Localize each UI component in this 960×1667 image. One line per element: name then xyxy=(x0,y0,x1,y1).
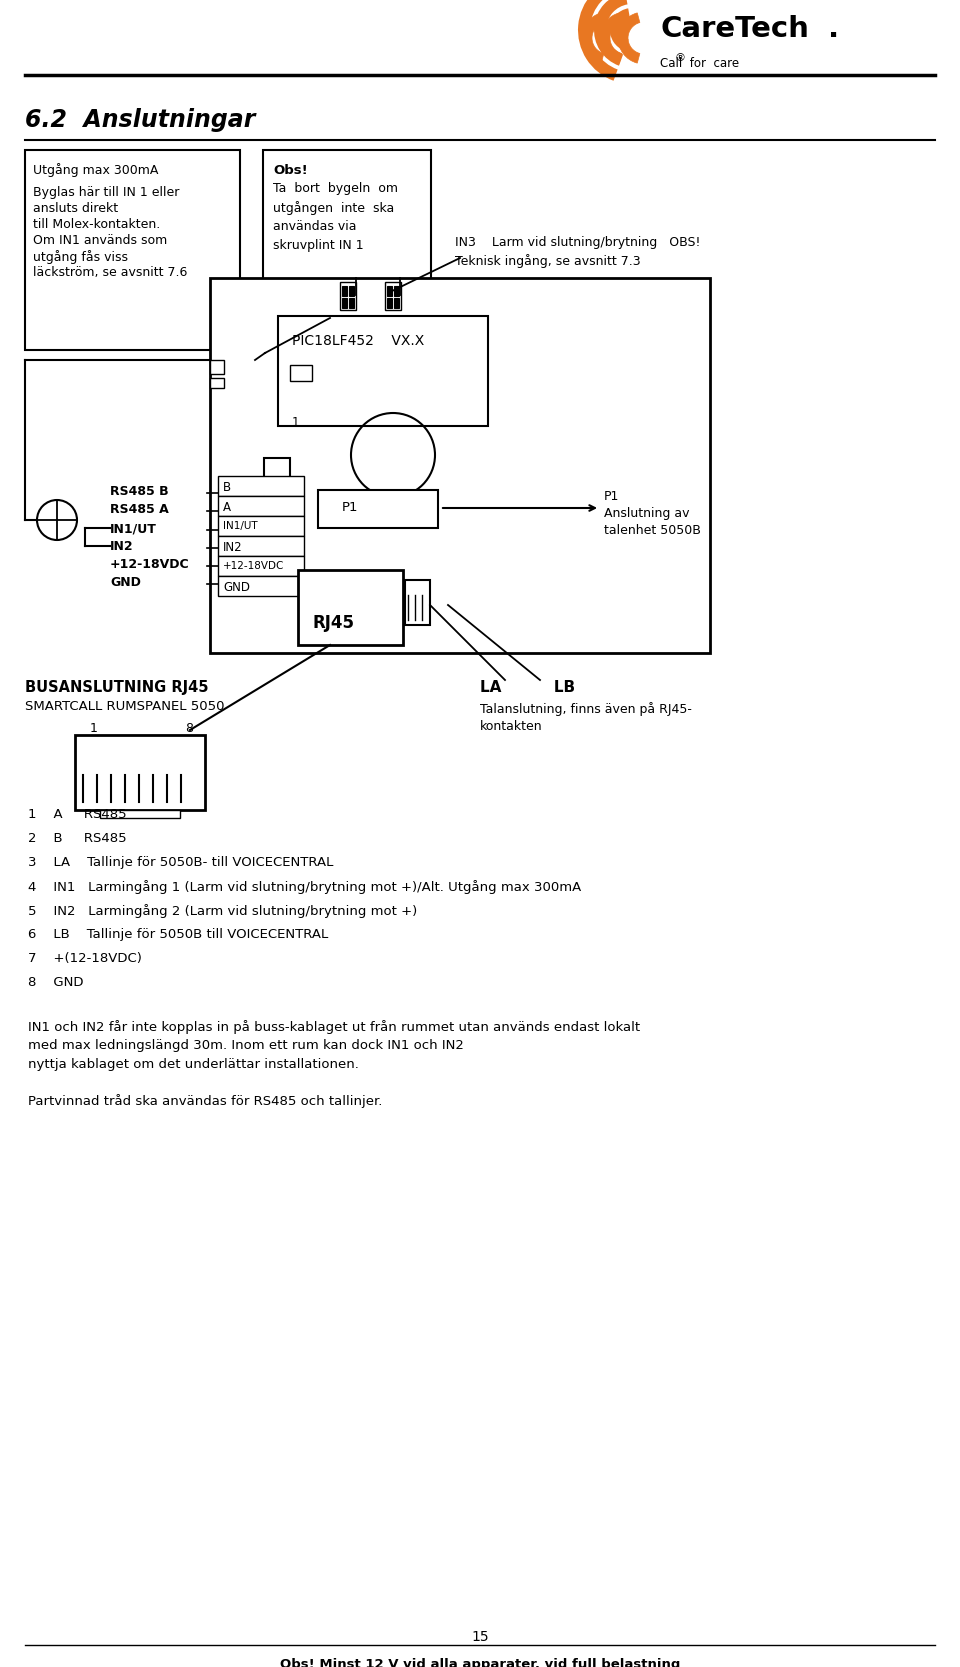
Bar xyxy=(218,577,304,597)
Bar xyxy=(340,282,356,310)
Text: 6.2  Anslutningar: 6.2 Anslutningar xyxy=(25,108,255,132)
Bar xyxy=(263,150,431,315)
Bar xyxy=(387,287,392,297)
Bar xyxy=(278,317,488,427)
Text: med max ledningslängd 30m. Inom ett rum kan dock IN1 och IN2: med max ledningslängd 30m. Inom ett rum … xyxy=(28,1039,464,1052)
Wedge shape xyxy=(600,13,622,63)
Text: SMARTCALL RUMSPANEL 5050: SMARTCALL RUMSPANEL 5050 xyxy=(25,700,225,713)
Bar xyxy=(218,477,304,497)
Text: Obs! Minst 12 V vid alla apparater, vid full belastning: Obs! Minst 12 V vid alla apparater, vid … xyxy=(279,1659,681,1667)
Text: användas via: användas via xyxy=(273,220,356,233)
Text: P1: P1 xyxy=(342,502,358,513)
Text: talenhet 5050B: talenhet 5050B xyxy=(604,523,701,537)
Bar xyxy=(342,298,347,308)
Text: IN2: IN2 xyxy=(223,542,243,553)
Text: Call  for  care: Call for care xyxy=(660,57,739,70)
Bar xyxy=(218,517,304,537)
Text: .: . xyxy=(828,15,839,43)
Text: Anslutning av: Anslutning av xyxy=(604,507,689,520)
Wedge shape xyxy=(594,0,628,65)
Text: RS485 A: RS485 A xyxy=(110,503,169,517)
Text: IN2: IN2 xyxy=(110,540,133,553)
Text: 1: 1 xyxy=(90,722,98,735)
Text: +12-18VDC: +12-18VDC xyxy=(223,562,284,572)
Text: +12-18VDC: +12-18VDC xyxy=(110,558,190,572)
Text: 3    LA    Tallinje för 5050B- till VOICECENTRAL: 3 LA Tallinje för 5050B- till VOICECENTR… xyxy=(28,855,333,869)
Bar xyxy=(218,497,304,517)
Text: IN3    Larm vid slutning/brytning   OBS!: IN3 Larm vid slutning/brytning OBS! xyxy=(455,237,701,248)
Text: 8    GND: 8 GND xyxy=(28,975,84,989)
Bar xyxy=(100,810,180,818)
Text: 5    IN2   Larmingång 2 (Larm vid slutning/brytning mot +): 5 IN2 Larmingång 2 (Larm vid slutning/br… xyxy=(28,904,418,919)
Bar xyxy=(318,490,438,528)
Bar xyxy=(298,570,403,645)
Text: 2    B     RS485: 2 B RS485 xyxy=(28,832,127,845)
Text: 1    A     RS485: 1 A RS485 xyxy=(28,808,127,822)
Bar xyxy=(342,287,347,297)
Text: Teknisk ingång, se avsnitt 7.3: Teknisk ingång, se avsnitt 7.3 xyxy=(455,253,640,268)
Bar xyxy=(210,378,224,388)
Text: 4    IN1   Larmingång 1 (Larm vid slutning/brytning mot +)/Alt. Utgång max 300mA: 4 IN1 Larmingång 1 (Larm vid slutning/br… xyxy=(28,880,581,894)
Text: 15: 15 xyxy=(471,1630,489,1644)
Bar xyxy=(349,287,354,297)
Text: IN1/UT: IN1/UT xyxy=(223,522,257,532)
Text: RJ45: RJ45 xyxy=(312,613,354,632)
Text: PIC18LF452    VX.X: PIC18LF452 VX.X xyxy=(292,333,424,348)
Text: ansluts direkt: ansluts direkt xyxy=(33,202,118,215)
Text: RS485 B: RS485 B xyxy=(110,485,169,498)
Text: utgång fås viss: utgång fås viss xyxy=(33,250,128,263)
Text: LA          LB: LA LB xyxy=(480,680,575,695)
Text: 1: 1 xyxy=(292,417,300,428)
Text: kontakten: kontakten xyxy=(480,720,542,733)
Bar xyxy=(218,557,304,577)
Bar xyxy=(394,298,399,308)
Text: B: B xyxy=(223,482,231,493)
Text: ®: ® xyxy=(675,53,686,63)
Text: skruvplint IN 1: skruvplint IN 1 xyxy=(273,238,364,252)
Text: 8: 8 xyxy=(185,722,193,735)
Text: 6    LB    Tallinje för 5050B till VOICECENTRAL: 6 LB Tallinje för 5050B till VOICECENTRA… xyxy=(28,929,328,940)
Bar xyxy=(394,287,399,297)
Text: Ta  bort  bygeln  om: Ta bort bygeln om xyxy=(273,182,398,195)
Text: 7    +(12-18VDC): 7 +(12-18VDC) xyxy=(28,952,142,965)
Text: utgången  inte  ska: utgången inte ska xyxy=(273,202,395,215)
Text: Om IN1 används som: Om IN1 används som xyxy=(33,233,167,247)
Bar xyxy=(210,278,710,653)
Bar xyxy=(349,298,354,308)
Text: Talanslutning, finns även på RJ45-: Talanslutning, finns även på RJ45- xyxy=(480,702,692,715)
Text: Partvinnad tråd ska användas för RS485 och tallinjer.: Partvinnad tråd ska användas för RS485 o… xyxy=(28,1094,382,1109)
Text: GND: GND xyxy=(223,582,250,593)
Wedge shape xyxy=(578,0,625,80)
Text: CareTech: CareTech xyxy=(660,15,809,43)
Text: Utgång max 300mA: Utgång max 300mA xyxy=(33,163,158,177)
Text: Byglas här till IN 1 eller: Byglas här till IN 1 eller xyxy=(33,187,180,198)
Bar xyxy=(264,458,290,498)
Bar xyxy=(385,282,401,310)
Bar xyxy=(25,150,240,350)
Bar xyxy=(405,580,430,625)
Text: IN1/UT: IN1/UT xyxy=(110,522,156,535)
Text: GND: GND xyxy=(110,577,141,588)
Wedge shape xyxy=(618,13,640,63)
Wedge shape xyxy=(582,13,604,63)
Text: Obs!: Obs! xyxy=(273,163,308,177)
Text: läckström, se avsnitt 7.6: läckström, se avsnitt 7.6 xyxy=(33,267,187,278)
Bar xyxy=(387,298,392,308)
Text: IN1 och IN2 får inte kopplas in på buss-kablaget ut från rummet utan används end: IN1 och IN2 får inte kopplas in på buss-… xyxy=(28,1020,640,1034)
Text: nyttja kablaget om det underlättar installationen.: nyttja kablaget om det underlättar insta… xyxy=(28,1059,359,1070)
Wedge shape xyxy=(610,8,631,50)
Text: BUSANSLUTNING RJ45: BUSANSLUTNING RJ45 xyxy=(25,680,208,695)
Bar xyxy=(290,365,312,382)
Text: P1: P1 xyxy=(604,490,619,503)
Text: till Molex-kontakten.: till Molex-kontakten. xyxy=(33,218,160,232)
Text: A: A xyxy=(223,502,231,513)
Bar xyxy=(210,360,224,373)
Bar xyxy=(75,735,205,810)
Bar xyxy=(218,537,304,557)
